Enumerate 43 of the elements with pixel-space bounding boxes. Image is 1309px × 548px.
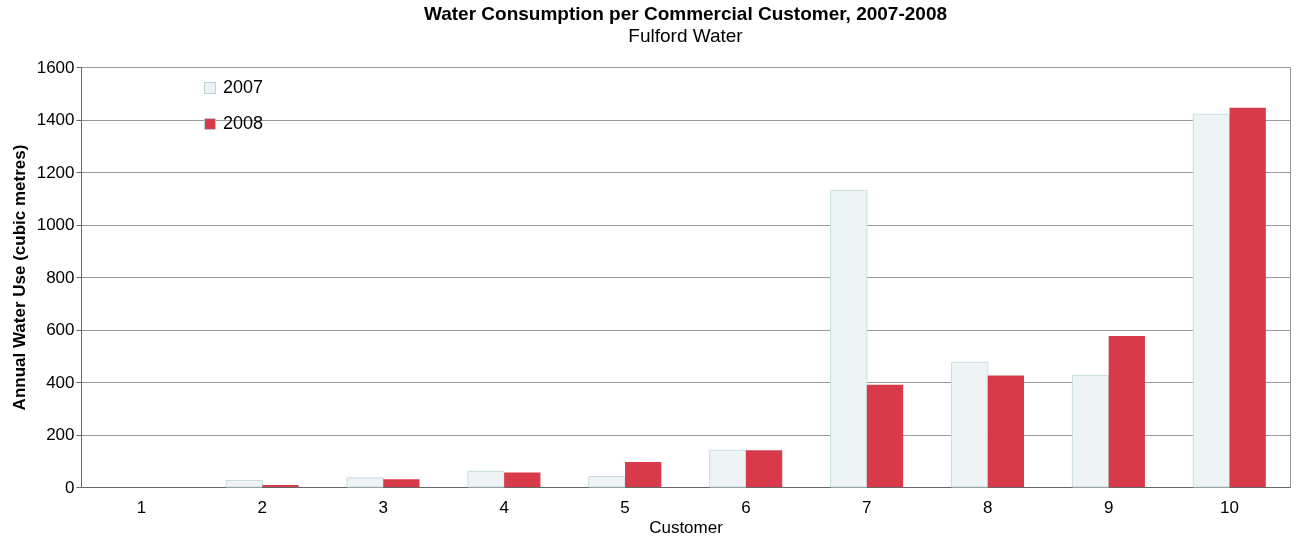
bar	[383, 479, 420, 487]
y-axis-title: Annual Water Use (cubic metres)	[9, 144, 29, 411]
x-tick-label: 9	[1103, 497, 1114, 517]
bar	[625, 462, 662, 487]
y-tick-label: 600	[46, 320, 75, 339]
x-tick-label: 2	[257, 497, 268, 517]
bar	[950, 361, 989, 488]
bar	[225, 479, 263, 488]
x-tick-label: 8	[983, 497, 993, 517]
x-tick-label: 7	[862, 497, 872, 517]
y-tick-label: 400	[46, 372, 75, 392]
legend-label: 2008	[223, 113, 264, 133]
x-tick-label: 6	[741, 497, 751, 517]
bar	[830, 189, 868, 488]
bar	[709, 449, 747, 488]
bar	[987, 375, 1025, 487]
bar	[346, 477, 384, 488]
y-tick-label: 1000	[36, 215, 75, 234]
x-tick-label: 10	[1220, 497, 1240, 517]
chart-subtitle: Fulford Water	[628, 25, 744, 46]
y-tick-label: 1400	[36, 110, 75, 129]
x-axis-title: Customer	[649, 517, 724, 537]
bar	[1071, 374, 1110, 488]
chart-title: Water Consumption per Commercial Customer, 2007-2008	[423, 3, 948, 24]
x-tick-label: 4	[499, 497, 509, 517]
x-tick-label: 3	[378, 497, 388, 517]
bar	[1192, 113, 1231, 488]
bar	[467, 470, 505, 488]
bar	[866, 384, 904, 487]
bar	[1108, 336, 1145, 487]
y-tick-label: 0	[65, 477, 75, 497]
bar	[1229, 107, 1266, 487]
bar	[504, 472, 541, 487]
legend-label: 2007	[223, 77, 264, 97]
bar	[745, 450, 783, 487]
x-tick-label: 5	[620, 497, 630, 517]
y-tick-label: 800	[46, 267, 75, 287]
bar	[588, 476, 626, 488]
y-tick-label: 1600	[36, 57, 75, 77]
bar	[262, 484, 299, 487]
y-tick-label: 200	[46, 425, 75, 444]
y-tick-label: 1200	[36, 162, 75, 182]
x-tick-label: 1	[136, 497, 147, 517]
